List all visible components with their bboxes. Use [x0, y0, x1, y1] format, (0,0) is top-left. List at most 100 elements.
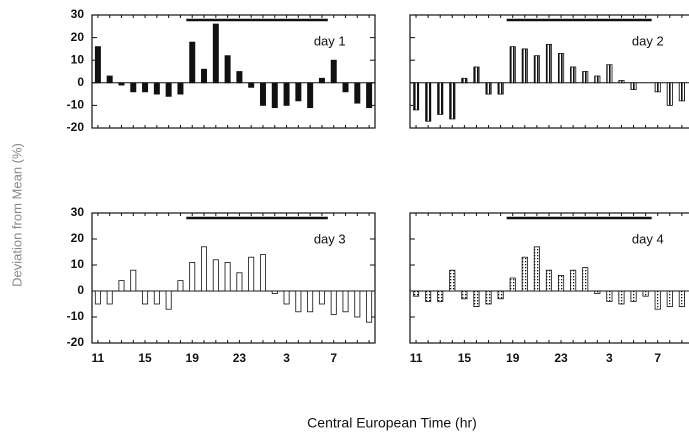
bar	[449, 269, 456, 292]
x-tick-label: 3	[606, 351, 613, 365]
bar	[521, 48, 528, 84]
bar	[201, 246, 208, 292]
bar	[606, 64, 613, 84]
y-tick-label: -20	[67, 335, 85, 349]
y-tick-label: 10	[71, 52, 85, 66]
bar	[654, 290, 661, 310]
x-tick-label: 23	[233, 351, 247, 365]
bar	[236, 272, 243, 292]
plot-frame	[91, 212, 376, 344]
bar	[318, 77, 325, 84]
bar	[224, 261, 231, 292]
y-tick-label: -10	[67, 98, 85, 112]
y-tick-label: 0	[77, 283, 84, 297]
x-axis-label: Central European Time (hr)	[307, 415, 477, 431]
bar	[618, 290, 625, 305]
bar	[330, 59, 337, 84]
bar	[142, 290, 149, 305]
bar	[354, 82, 361, 104]
x-tick-label: 19	[506, 351, 520, 365]
bar	[330, 290, 337, 315]
bar	[497, 82, 504, 95]
bar	[212, 259, 219, 292]
bar	[449, 82, 456, 120]
bar	[106, 75, 113, 84]
y-tick-label: 20	[71, 30, 85, 44]
bar	[94, 46, 101, 84]
panel-label: day 4	[632, 231, 664, 246]
bar	[248, 82, 255, 88]
bar	[271, 82, 278, 109]
bar	[224, 55, 231, 84]
x-tick-label: 15	[458, 351, 472, 365]
bar	[521, 256, 528, 292]
bar	[142, 82, 149, 93]
y-tick-label: 30	[71, 7, 85, 21]
x-tick-label: 23	[554, 351, 568, 365]
x-tick-label: 7	[330, 351, 337, 365]
bar	[153, 290, 160, 305]
plot-frame	[409, 14, 689, 129]
bar	[189, 261, 196, 292]
bar	[295, 290, 302, 313]
bar	[618, 80, 625, 84]
bar	[545, 43, 553, 84]
bar	[497, 290, 504, 300]
bar	[485, 290, 492, 305]
plot-frame	[91, 14, 376, 129]
bar	[342, 290, 349, 313]
bar	[259, 254, 266, 292]
y-tick-label: 10	[71, 257, 85, 271]
bar	[425, 82, 432, 122]
x-tick-label: 15	[138, 351, 152, 365]
y-axis-label: Deviation from Mean (%)	[9, 143, 24, 287]
bar	[153, 82, 160, 95]
bar	[678, 82, 685, 102]
bar	[130, 269, 137, 292]
bar	[94, 290, 101, 305]
bar	[437, 82, 444, 115]
bar	[473, 66, 480, 84]
bar	[165, 82, 172, 97]
bar	[177, 82, 184, 95]
bar	[412, 82, 420, 111]
bar	[509, 277, 516, 292]
bar	[283, 290, 290, 305]
bar	[354, 290, 361, 318]
x-tick-label: 7	[654, 351, 661, 365]
bar	[165, 290, 172, 310]
bar	[437, 290, 444, 302]
bar	[630, 290, 637, 302]
panel-label: day 2	[632, 33, 664, 48]
panel-label: day 3	[314, 231, 346, 246]
bar	[461, 77, 468, 84]
bar	[678, 290, 685, 308]
bar	[557, 53, 565, 84]
bar	[177, 280, 184, 292]
bar	[594, 75, 601, 84]
bar	[485, 82, 492, 95]
bar	[509, 46, 516, 84]
x-tick-label: 19	[186, 351, 200, 365]
bar	[425, 290, 432, 302]
bar	[412, 290, 420, 297]
y-tick-label: -10	[67, 309, 85, 323]
bar	[582, 267, 589, 292]
bar	[582, 71, 589, 84]
bar	[461, 290, 468, 300]
bar	[557, 274, 565, 292]
bar	[594, 290, 601, 294]
y-tick-label: 20	[71, 231, 85, 245]
bar	[533, 246, 540, 292]
y-tick-label: 30	[71, 205, 85, 219]
y-tick-label: 0	[77, 75, 84, 89]
bar	[307, 290, 314, 313]
bar	[236, 71, 243, 84]
plot-frame	[409, 212, 689, 344]
bar	[666, 290, 673, 308]
bar	[271, 290, 278, 294]
bar	[545, 269, 553, 292]
bar	[307, 82, 314, 109]
bar	[630, 82, 637, 90]
